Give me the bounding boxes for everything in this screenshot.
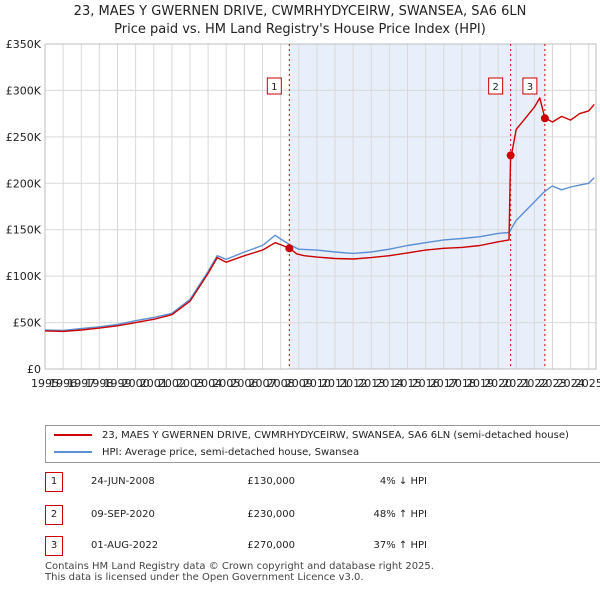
y-tick-label: £300K xyxy=(6,84,42,97)
x-tick-label: 2022 xyxy=(520,377,548,390)
y-tick-label: £200K xyxy=(6,177,42,190)
sale-point xyxy=(285,244,294,253)
plot-frame xyxy=(44,43,597,370)
shaded-period xyxy=(289,44,545,369)
legend-label-hpi: HPI: Average price, semi-detached house,… xyxy=(102,447,360,458)
sale-marker-box xyxy=(266,77,282,95)
x-tick-label: 2013 xyxy=(357,377,385,390)
x-tick-label: 2018 xyxy=(448,377,476,390)
transaction-number: 2 xyxy=(45,505,63,525)
x-tick-label: 2012 xyxy=(339,377,367,390)
x-tick-label: 2004 xyxy=(194,377,222,390)
footer-copyright: Contains HM Land Registry data © Crown c… xyxy=(45,561,434,572)
x-tick-label: 2006 xyxy=(230,377,258,390)
x-tick-label: 2021 xyxy=(502,377,530,390)
x-tick-label: 2003 xyxy=(176,377,204,390)
x-tick-label: 2002 xyxy=(158,377,186,390)
sale-marker-label: 2 xyxy=(492,82,498,93)
x-tick-label: 2019 xyxy=(466,377,494,390)
legend-swatch-property xyxy=(54,434,92,436)
transaction-number: 3 xyxy=(45,536,63,556)
x-tick-label: 2015 xyxy=(394,377,422,390)
x-tick-label: 2020 xyxy=(484,377,512,390)
x-tick-label: 2005 xyxy=(212,377,240,390)
transaction-date: 09-SEP-2020 xyxy=(91,509,155,520)
x-tick-label: 2008 xyxy=(267,377,295,390)
transaction-date: 24-JUN-2008 xyxy=(91,476,155,487)
x-tick-label: 1998 xyxy=(85,377,113,390)
x-tick-label: 2001 xyxy=(140,377,168,390)
x-tick-label: 2023 xyxy=(539,377,567,390)
x-tick-label: 2009 xyxy=(285,377,313,390)
transaction-hpi-diff: 37% ↑ HPI xyxy=(373,540,427,551)
legend-label-property: 23, MAES Y GWERNEN DRIVE, CWMRHYDYCEIRW,… xyxy=(102,430,569,441)
x-tick-label: 2014 xyxy=(375,377,403,390)
chart-title: 23, MAES Y GWERNEN DRIVE, CWMRHYDYCEIRW,… xyxy=(73,4,527,19)
footer-licence: This data is licensed under the Open Gov… xyxy=(45,572,364,583)
chart-subtitle: Price paid vs. HM Land Registry's House … xyxy=(114,22,486,37)
y-tick-label: £100K xyxy=(6,270,42,283)
x-tick-label: 2024 xyxy=(557,377,585,390)
hpi-line xyxy=(44,177,595,332)
price-chart: £0 £50K £100K £150K £200K £250K £300K £350K 1995… xyxy=(6,38,600,390)
legend-item-hpi: HPI: Average price, semi-detached house,… xyxy=(54,445,359,461)
transaction-price: £230,000 xyxy=(247,509,295,520)
y-tick-label: £150K xyxy=(6,224,42,237)
sale-marker-label: 1 xyxy=(271,82,277,93)
sale-marker-box xyxy=(488,77,504,95)
property-price-line xyxy=(44,97,595,333)
sale-point xyxy=(540,114,549,123)
x-tick-label: 2017 xyxy=(430,377,458,390)
legend: 23, MAES Y GWERNEN DRIVE, CWMRHYDYCEIRW,… xyxy=(45,425,600,463)
transaction-hpi-diff: 48% ↑ HPI xyxy=(373,509,427,520)
x-tick-label: 2025 xyxy=(575,377,600,390)
transaction-price: £130,000 xyxy=(247,476,295,487)
x-tick-label: 2016 xyxy=(412,377,440,390)
sale-marker-box xyxy=(522,77,538,95)
transaction-date: 01-AUG-2022 xyxy=(91,540,159,551)
x-tick-label: 2007 xyxy=(249,377,277,390)
x-tick-label: 1995 xyxy=(31,377,59,390)
y-tick-label: £0 xyxy=(27,363,41,376)
legend-swatch-hpi xyxy=(54,451,92,453)
y-tick-label: £350K xyxy=(6,38,42,51)
y-tick-label: £50K xyxy=(13,317,42,330)
legend-item-property: 23, MAES Y GWERNEN DRIVE, CWMRHYDYCEIRW,… xyxy=(54,428,569,444)
transaction-hpi-diff: 4% ↓ HPI xyxy=(379,476,427,487)
x-tick-label: 2011 xyxy=(321,377,349,390)
y-tick-label: £250K xyxy=(6,131,42,144)
transaction-number: 1 xyxy=(45,472,63,492)
x-tick-label: 2010 xyxy=(303,377,331,390)
sale-point xyxy=(506,151,515,160)
sale-marker-label: 3 xyxy=(527,82,533,93)
transaction-price: £270,000 xyxy=(247,540,295,551)
x-tick-label: 1999 xyxy=(104,377,132,390)
x-tick-label: 2000 xyxy=(122,377,150,390)
x-tick-label: 1996 xyxy=(49,377,77,390)
x-tick-label: 1997 xyxy=(67,377,95,390)
